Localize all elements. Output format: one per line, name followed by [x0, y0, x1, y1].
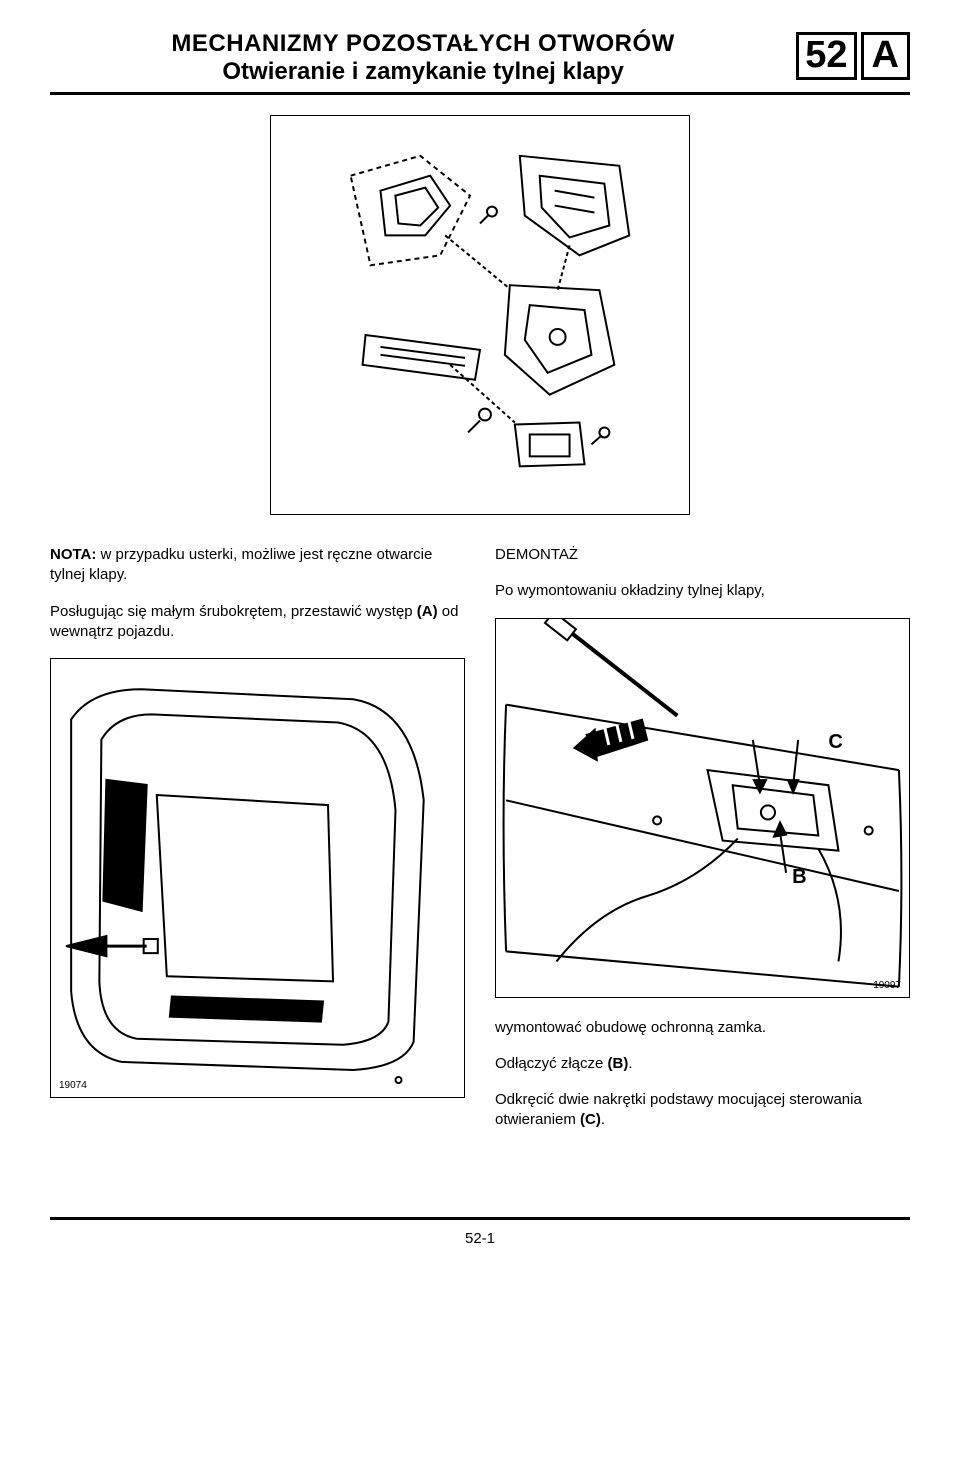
figure-left-id: 19074 [59, 1080, 87, 1091]
para-5-post: . [628, 1055, 632, 1072]
demontaz-heading: DEMONTAŻ [495, 545, 910, 565]
para-4: wymontować obudowę ochronną zamka. [495, 1018, 910, 1038]
para-6-post: . [601, 1111, 605, 1128]
para-6-pre: Odkręcić dwie nakrętki podstawy mocujące… [495, 1091, 862, 1128]
para-3: Po wymontowaniu okładziny tylnej klapy, [495, 581, 910, 601]
ref-A: (A) [417, 603, 438, 620]
right-column: DEMONTAŻ Po wymontowaniu okładziny tylne… [495, 545, 910, 1147]
figure-left-sketch [51, 659, 464, 1102]
page-number: 52-1 [50, 1230, 910, 1247]
left-column: NOTA: w przypadku usterki, możliwe jest … [50, 545, 465, 1147]
top-figure-wrap [50, 115, 910, 515]
figure-right-sketch: C B [496, 619, 909, 1002]
section-letter-box: A [861, 32, 910, 80]
para-5: Odłączyć złącze (B). [495, 1054, 910, 1074]
para-6: Odkręcić dwie nakrętki podstawy mocujące… [495, 1090, 910, 1131]
title-main: MECHANIZMY POZOSTAŁYCH OTWORÓW [50, 30, 796, 58]
title-sub: Otwieranie i zamykanie tylnej klapy [50, 58, 796, 86]
two-column-body: NOTA: w przypadku usterki, możliwe jest … [50, 545, 910, 1147]
svg-text:C: C [828, 730, 843, 752]
para-2: Posługując się małym śrubokrętem, przest… [50, 602, 465, 643]
figure-left: 19074 [50, 658, 465, 1098]
ref-B: (B) [608, 1055, 629, 1072]
nota-paragraph: NOTA: w przypadku usterki, możliwe jest … [50, 545, 465, 586]
svg-text:B: B [792, 865, 807, 887]
para-5-pre: Odłączyć złącze [495, 1055, 608, 1072]
header-rule [50, 92, 910, 95]
para-2-text: Posługując się małym śrubokrętem, przest… [50, 603, 458, 640]
footer-rule [50, 1217, 910, 1220]
figure-right: C B 19097 [495, 618, 910, 998]
page-header: MECHANIZMY POZOSTAŁYCH OTWORÓW Otwierani… [50, 30, 910, 86]
section-number-box: 52 [796, 32, 856, 80]
figure-top [270, 115, 690, 515]
figure-top-sketch [271, 116, 689, 514]
section-boxes: 52 A [796, 32, 910, 80]
header-titles: MECHANIZMY POZOSTAŁYCH OTWORÓW Otwierani… [50, 30, 796, 86]
nota-body: w przypadku usterki, możliwe jest ręczne… [50, 546, 432, 583]
nota-label: NOTA: [50, 546, 96, 563]
figure-right-id: 19097 [873, 980, 901, 991]
ref-C: (C) [580, 1111, 601, 1128]
